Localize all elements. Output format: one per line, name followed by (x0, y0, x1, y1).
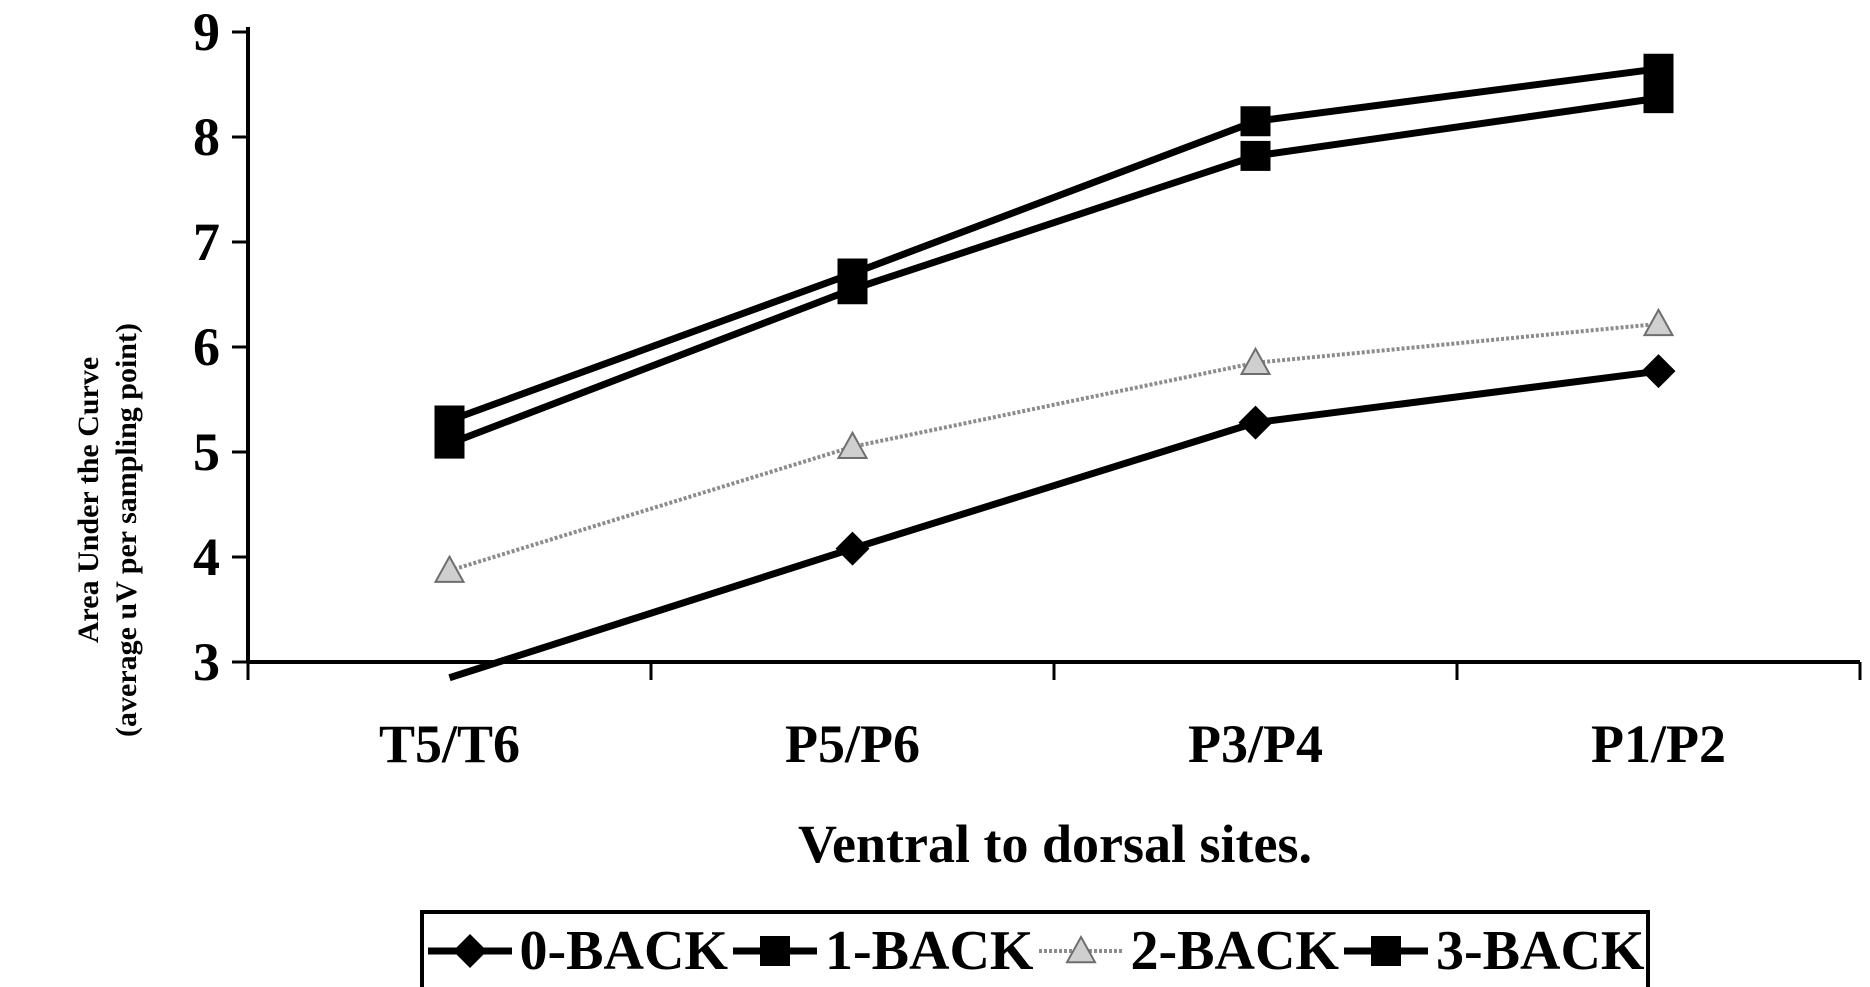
legend-swatch (1038, 934, 1123, 963)
x-tick-label: T5/T6 (379, 714, 520, 774)
data-point (835, 531, 870, 566)
y-tick-labels: 3 4 5 6 7 8 9 (193, 2, 220, 692)
legend-swatch (733, 935, 818, 966)
axes (232, 27, 1862, 680)
y-axis-subtitle: (average uV per sampling point) (110, 323, 143, 737)
series-1-back (434, 83, 1674, 459)
x-axis-title: Ventral to dorsal sites. (798, 814, 1312, 874)
y-axis-title: Area Under the Curve (72, 357, 105, 643)
y-tick-label: 6 (193, 317, 220, 377)
x-tick-label: P3/P4 (1188, 714, 1323, 774)
legend-item: 0-BACK (426, 919, 728, 983)
x-tick-labels: T5/T6 P5/P6 P3/P4 P1/P2 (379, 714, 1726, 774)
x-tick-label: P5/P6 (785, 714, 920, 774)
data-point (837, 258, 868, 289)
legend-label: 2-BACK (1130, 919, 1339, 982)
legend-item: 3-BACK (1342, 919, 1644, 983)
series-line (448, 367, 1659, 682)
data-point (1641, 354, 1676, 389)
legend: 0-BACK 1-BACK 2-BACK 3-BACK (420, 910, 1650, 987)
legend-label: 0-BACK (519, 919, 728, 982)
legend-swatch (427, 933, 512, 968)
data-point (1240, 106, 1271, 137)
series-line (448, 94, 1659, 447)
series-line (448, 65, 1659, 424)
y-tick-label: 4 (193, 527, 220, 587)
y-tick-label: 3 (193, 632, 220, 692)
x-tick-label: P1/P2 (1591, 714, 1726, 774)
data-point (434, 405, 465, 436)
y-tick-label: 5 (193, 422, 220, 482)
legend-marker (1371, 935, 1402, 966)
data-point (1643, 83, 1674, 114)
legend-item: 1-BACK (731, 919, 1033, 983)
legend-marker (1064, 934, 1097, 963)
series-layer (433, 53, 1676, 682)
legend-swatch (1344, 935, 1429, 966)
legend-marker (760, 935, 791, 966)
data-point (1240, 140, 1271, 171)
data-point (1238, 405, 1273, 440)
series-line (448, 321, 1659, 573)
series-2-back (433, 307, 1675, 583)
series-3-back (434, 53, 1674, 436)
y-tick-label: 7 (193, 212, 220, 272)
data-point (1642, 307, 1675, 337)
y-tick-label: 9 (193, 2, 220, 62)
y-tick-label: 8 (193, 107, 220, 167)
legend-label: 1-BACK (825, 919, 1034, 982)
legend-item: 2-BACK (1037, 919, 1339, 983)
data-point (1239, 346, 1272, 375)
series-0-back (448, 354, 1676, 682)
legend-label: 3-BACK (1436, 919, 1645, 982)
legend-marker (452, 933, 487, 968)
data-point (1643, 53, 1674, 84)
data-point (433, 554, 466, 583)
data-point (836, 430, 869, 459)
